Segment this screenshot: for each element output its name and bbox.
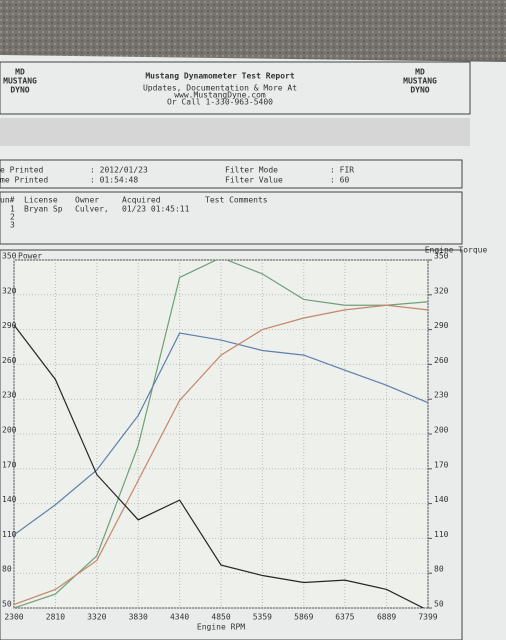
info-box bbox=[0, 159, 463, 189]
y2-tick-label: 200 bbox=[434, 426, 449, 435]
y2-tick-label: 50 bbox=[434, 600, 444, 609]
runs-cell: 01/23 01:45:11 bbox=[122, 205, 190, 214]
series-line bbox=[14, 260, 428, 608]
y-tick-label: 50 bbox=[2, 600, 12, 609]
header-box bbox=[0, 61, 471, 115]
logo-text: DYNO bbox=[410, 86, 429, 95]
info-field: me Printed bbox=[0, 176, 48, 185]
y2-tick-label: 230 bbox=[434, 391, 449, 400]
runs-header: Test Comments bbox=[205, 196, 268, 205]
info-field: Filter Mode bbox=[225, 166, 278, 175]
logo-text: DYNO bbox=[10, 86, 29, 95]
y2-tick-label: 110 bbox=[434, 530, 449, 539]
y-tick-label: 200 bbox=[2, 426, 17, 435]
x-tick-label: 2300 bbox=[4, 613, 23, 622]
granite bbox=[0, 0, 506, 60]
logo-text: MD bbox=[415, 68, 425, 77]
redaction bbox=[0, 118, 470, 146]
y-tick-label: 110 bbox=[2, 530, 17, 539]
y-tick-label: 260 bbox=[2, 356, 17, 365]
logo-text: MD bbox=[15, 68, 25, 77]
x-tick-label: 5359 bbox=[253, 613, 272, 622]
y-tick-label: 320 bbox=[2, 286, 17, 295]
y2-tick-label: 170 bbox=[434, 460, 449, 469]
y-tick-label: 290 bbox=[2, 321, 17, 330]
logo-text: MUSTANG bbox=[3, 77, 37, 86]
y-tick-label: 230 bbox=[2, 391, 17, 400]
x-tick-label: 6889 bbox=[377, 613, 396, 622]
runs-cell: Bryan Sp bbox=[24, 205, 63, 214]
runs-header: License bbox=[24, 196, 58, 205]
runs-cell: 2 bbox=[10, 213, 15, 222]
header-line: Updates, Documentation & More At bbox=[143, 84, 297, 93]
y2-tick-label: 260 bbox=[434, 356, 449, 365]
runs-header: un# bbox=[0, 196, 15, 205]
x-tick-label: 7399 bbox=[418, 613, 437, 622]
y-tick-label: 170 bbox=[2, 460, 17, 469]
x-tick-label: 3320 bbox=[87, 613, 106, 622]
header-line: Or Call 1-330-963-5400 bbox=[167, 98, 273, 107]
y2-tick-label: 80 bbox=[434, 565, 444, 574]
y2-tick-label: 320 bbox=[434, 286, 449, 295]
header-line: www.MustangDyne.com bbox=[174, 91, 266, 100]
runs-cell: 1 bbox=[10, 205, 15, 214]
y-axis-title: Power bbox=[18, 252, 42, 261]
x-axis-title: Engine RPM bbox=[197, 623, 245, 632]
y2-tick-label: 350 bbox=[434, 252, 449, 261]
y2-axis-title: Engine Torque bbox=[425, 246, 488, 255]
runs-header: Acquired bbox=[122, 196, 161, 205]
info-field: : 2012/01/23 bbox=[90, 166, 148, 175]
y2-tick-label: 290 bbox=[434, 321, 449, 330]
grid bbox=[13, 259, 429, 609]
series-line bbox=[14, 324, 425, 608]
info-field: : FIR bbox=[330, 166, 354, 175]
runs-header: Owner bbox=[75, 196, 99, 205]
x-tick-label: 4850 bbox=[211, 613, 230, 622]
info-field: : 60 bbox=[330, 176, 349, 185]
info-field: : 01:54:48 bbox=[90, 176, 138, 185]
logo-text: MUSTANG bbox=[403, 77, 437, 86]
x-tick-label: 3830 bbox=[129, 613, 148, 622]
plot-frame bbox=[0, 249, 463, 640]
x-tick-label: 6375 bbox=[335, 613, 354, 622]
series-line bbox=[14, 332, 428, 536]
series-line bbox=[14, 304, 428, 606]
x-tick-label: 4340 bbox=[170, 613, 189, 622]
y2-tick-label: 140 bbox=[434, 495, 449, 504]
runs-cell: 3 bbox=[10, 221, 15, 230]
y-tick-label: 80 bbox=[2, 565, 12, 574]
info-field: e Printed bbox=[0, 166, 44, 175]
x-tick-label: 2810 bbox=[46, 613, 65, 622]
x-tick-label: 5869 bbox=[294, 613, 313, 622]
runs-cell: Culver, bbox=[75, 205, 109, 214]
info-field: Filter Value bbox=[225, 176, 283, 185]
y-tick-label: 350 bbox=[2, 252, 17, 261]
report-title: Mustang Dynamometer Test Report bbox=[145, 72, 294, 81]
runs-box bbox=[0, 191, 463, 245]
y-tick-label: 140 bbox=[2, 495, 17, 504]
